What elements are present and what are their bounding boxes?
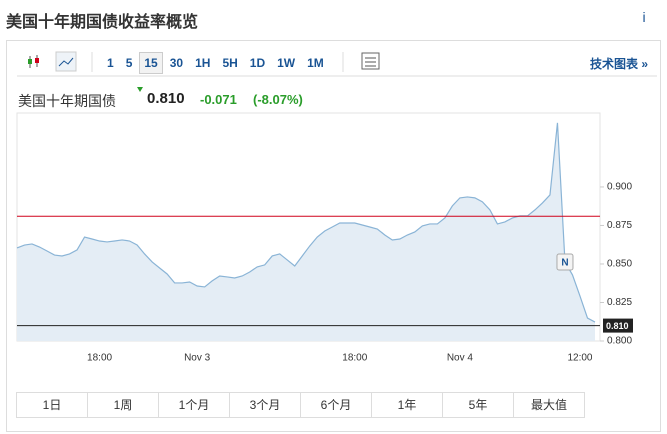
y-tick-label: 0.850 bbox=[607, 259, 632, 270]
interval-button[interactable]: 1H bbox=[195, 56, 211, 70]
line bbox=[16, 122, 596, 323]
range-button[interactable]: 1周 bbox=[87, 392, 159, 418]
area bbox=[17, 122, 595, 341]
interval-button[interactable]: 5H bbox=[222, 56, 238, 70]
y-tick-label: 0.825 bbox=[607, 297, 632, 308]
y-tick-label: 0.900 bbox=[607, 182, 632, 193]
page-title: 美国十年期国债收益率概览 bbox=[6, 14, 199, 31]
range-bar: 1日 1周 1个月 3个月 6个月 1年 5年 最大值 bbox=[16, 392, 585, 418]
range-button[interactable]: 1个月 bbox=[158, 392, 230, 418]
tech-chart-link[interactable]: 技术图表 » bbox=[590, 57, 649, 71]
x-tick-label: Nov 3 bbox=[184, 353, 211, 364]
y-tick-label: 0.800 bbox=[607, 336, 632, 347]
price-tag-label: 0.810 bbox=[606, 321, 629, 331]
interval-button[interactable]: 5 bbox=[125, 56, 133, 70]
interval-bar: 1 5 15 30 1H 5H 1D 1W 1M bbox=[102, 52, 329, 74]
x-tick-label: 18:00 bbox=[342, 353, 367, 364]
news-marker-label: N bbox=[561, 258, 568, 269]
news-marker bbox=[556, 253, 574, 271]
interval-button[interactable]: 15 bbox=[139, 52, 163, 74]
price-tag bbox=[603, 318, 633, 333]
widget-frame bbox=[6, 40, 661, 432]
interval-button[interactable]: 1M bbox=[307, 56, 324, 70]
quote-last: 0.810 bbox=[147, 90, 185, 107]
interval-button[interactable]: 1D bbox=[249, 56, 266, 70]
range-button[interactable]: 1年 bbox=[371, 392, 443, 418]
interval-button[interactable]: 30 bbox=[169, 56, 184, 70]
info-button[interactable]: i bbox=[642, 9, 646, 25]
interval-button[interactable]: 1 bbox=[107, 56, 114, 70]
x-tick-label: Nov 4 bbox=[447, 353, 474, 364]
range-button[interactable]: 1日 bbox=[16, 392, 88, 418]
interval-button[interactable]: 1W bbox=[277, 56, 296, 70]
quote-name: 美国十年期国债 bbox=[18, 93, 116, 109]
range-button[interactable]: 最大值 bbox=[513, 392, 585, 418]
quote-change-pct: (-8.07%) bbox=[253, 92, 303, 107]
range-button[interactable]: 3个月 bbox=[229, 392, 301, 418]
range-button[interactable]: 5年 bbox=[442, 392, 514, 418]
x-tick-label: 12:00 bbox=[567, 353, 592, 364]
x-tick-label: 18:00 bbox=[87, 353, 112, 364]
quote-change: -0.071 bbox=[200, 92, 237, 107]
y-tick-label: 0.875 bbox=[607, 220, 632, 231]
range-button[interactable]: 6个月 bbox=[300, 392, 372, 418]
